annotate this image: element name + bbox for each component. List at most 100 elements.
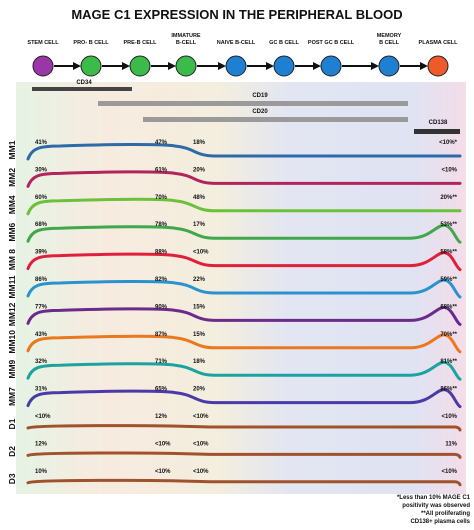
percent-label: <10%* bbox=[439, 140, 458, 146]
expression-curve bbox=[26, 424, 462, 432]
expression-curve bbox=[26, 478, 462, 487]
marker-bar bbox=[32, 87, 132, 91]
row-label: MM2 bbox=[7, 168, 17, 187]
stage-gc-b-cell: GC B CELL bbox=[269, 40, 321, 77]
row-label: MM1 bbox=[7, 140, 17, 159]
stages-layer: STEM CELL PRO- B CELL PRE-B CELL IMMATUREB-… bbox=[27, 33, 458, 77]
percent-label: 32% bbox=[35, 359, 48, 365]
stage-naive-b-cell: NAIVE B-CELL bbox=[217, 40, 274, 77]
percent-label: 11% bbox=[445, 441, 457, 447]
percent-label: 77% bbox=[35, 304, 48, 310]
percent-label: 20% bbox=[193, 387, 206, 393]
expression-curve bbox=[26, 278, 462, 299]
footnote: *Less than 10% MAGE C1 positivity was ob… bbox=[397, 495, 471, 525]
stage-label: B CELL bbox=[379, 40, 400, 46]
percent-label: 20%** bbox=[440, 195, 457, 201]
percent-label: 86% bbox=[35, 277, 48, 283]
stage-pre-b-cell: PRE-B CELL bbox=[124, 40, 176, 77]
marker-label: CD138 bbox=[429, 120, 448, 126]
percent-label: 59%** bbox=[440, 277, 457, 283]
expression-curve bbox=[26, 170, 462, 188]
percent-label: 81%** bbox=[440, 359, 457, 365]
stage-circle bbox=[80, 55, 102, 77]
percent-label: 90% bbox=[155, 304, 168, 310]
marker-bar bbox=[143, 117, 408, 122]
diagram-title: MAGE C1 EXPRESSION IN THE PERIPHERAL BLO… bbox=[71, 7, 402, 22]
row-label: MM12 bbox=[7, 302, 17, 326]
row-mm6: MM6 68% 78% 17% 53%** bbox=[7, 222, 462, 244]
row-label: MM9 bbox=[7, 359, 17, 378]
row-label: MM11 bbox=[7, 275, 17, 298]
percent-label: 31% bbox=[35, 387, 48, 393]
row-mm1: MM1 41% 47% 18% <10%* bbox=[7, 140, 462, 161]
row-label: D2 bbox=[7, 446, 17, 457]
percent-label: 17% bbox=[193, 222, 206, 228]
marker-cd20: CD20 bbox=[143, 109, 408, 122]
marker-label: CD20 bbox=[252, 109, 268, 115]
expression-curve bbox=[26, 360, 462, 381]
row-label: MM7 bbox=[7, 387, 17, 406]
marker-cd19: CD19 bbox=[98, 93, 408, 106]
footnote-line-4: CD138+ plasma cells bbox=[410, 519, 470, 525]
percent-label: 41% bbox=[35, 140, 48, 146]
row-d1: D1 <10% 12% <10% <10% bbox=[7, 414, 462, 432]
stage-pro-b-cell: PRO- B CELL bbox=[73, 40, 130, 77]
percent-label: 48% bbox=[193, 195, 206, 201]
percent-label: <10% bbox=[441, 469, 457, 475]
row-mm11: MM11 86% 82% 22% 59%** bbox=[7, 275, 462, 299]
percent-label: <10% bbox=[193, 414, 209, 420]
stage-circle bbox=[427, 55, 449, 77]
percent-label: 71% bbox=[155, 359, 168, 365]
stage-label: NAIVE B-CELL bbox=[217, 40, 256, 46]
expression-curve bbox=[26, 451, 462, 459]
row-d2: D2 12% <10% <10% 11% bbox=[7, 441, 462, 459]
percent-label: 70% bbox=[155, 195, 168, 201]
stage-label: GC B CELL bbox=[269, 40, 299, 46]
percent-label: <10% bbox=[193, 469, 209, 475]
row-label: MM 8 bbox=[7, 249, 17, 271]
row-label: MM4 bbox=[7, 195, 17, 214]
percent-label: 86%** bbox=[440, 387, 457, 393]
row-label: MM10 bbox=[7, 330, 17, 354]
percent-label: 39% bbox=[35, 250, 48, 256]
expression-curve bbox=[26, 333, 462, 354]
percent-label: 20% bbox=[193, 167, 206, 173]
row-mm9: MM9 32% 71% 18% 81%** bbox=[7, 359, 462, 381]
percent-label: 43% bbox=[35, 332, 48, 338]
stage-label: PRE-B CELL bbox=[124, 40, 158, 46]
percent-label: 12% bbox=[35, 441, 48, 447]
marker-cd34: CD34 bbox=[32, 80, 132, 91]
percent-label: 53%** bbox=[440, 222, 457, 228]
row-mm4: MM4 60% 70% 48% 20%** bbox=[7, 195, 462, 216]
stage-circle bbox=[129, 55, 151, 77]
expression-curve bbox=[26, 251, 462, 272]
stage-circle bbox=[175, 55, 197, 77]
marker-bar bbox=[98, 101, 408, 106]
marker-cd138: CD138 bbox=[414, 120, 460, 134]
marker-bar bbox=[414, 129, 460, 134]
footnote-line-3: **All proliferating bbox=[421, 511, 470, 517]
percent-label: 12% bbox=[155, 414, 168, 420]
percent-label: 47% bbox=[155, 140, 168, 146]
percent-label: 10% bbox=[35, 469, 48, 475]
markers-layer: CD34 CD19 CD20 CD138 bbox=[32, 80, 460, 134]
percent-label: <10% bbox=[155, 441, 171, 447]
percent-label: <10% bbox=[441, 167, 457, 173]
row-mm2: MM2 30% 61% 20% <10% bbox=[7, 167, 462, 188]
stage-circle bbox=[225, 55, 247, 77]
row-label: D3 bbox=[7, 473, 17, 484]
stage-circle bbox=[273, 55, 295, 77]
row-mm7: MM7 31% 65% 20% 86%** bbox=[7, 387, 462, 409]
stage-circle bbox=[320, 55, 342, 77]
stage-post-gc-b-cell: POST GC B CELL bbox=[308, 40, 379, 77]
stage-label: POST GC B CELL bbox=[308, 40, 355, 46]
marker-label: CD34 bbox=[76, 80, 92, 86]
row-label: MM6 bbox=[7, 222, 17, 241]
percent-label: 68% bbox=[35, 222, 48, 228]
expression-curve bbox=[26, 143, 462, 161]
percent-label: <10% bbox=[155, 469, 171, 475]
percent-label: <10% bbox=[193, 250, 209, 256]
